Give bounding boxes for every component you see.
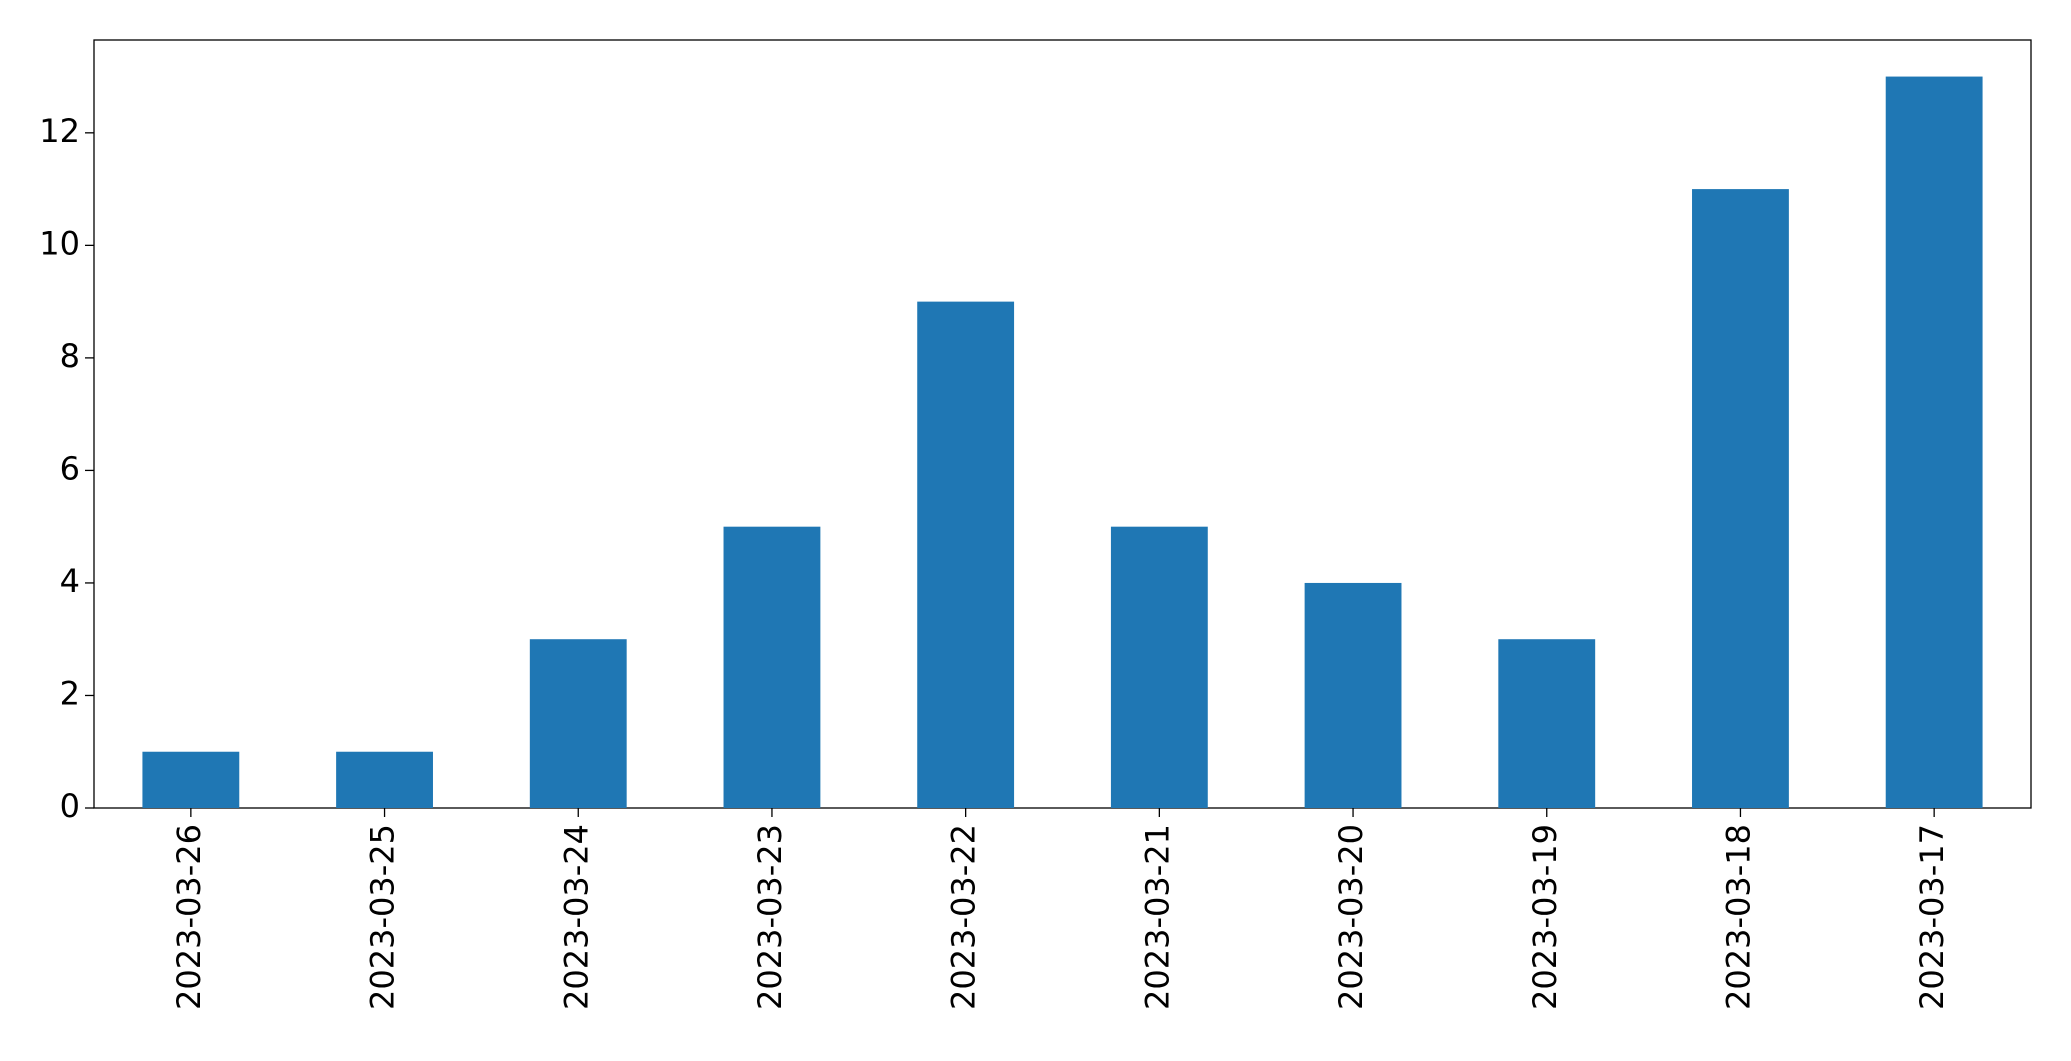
x-tick-label: 2023-03-22	[945, 824, 983, 1010]
bar	[1498, 639, 1596, 808]
y-tick-label: 2	[60, 674, 80, 712]
plot-frame	[93, 39, 2032, 809]
bar	[1885, 76, 1983, 809]
y-tick-label: 10	[39, 224, 80, 262]
y-tick-label: 0	[60, 787, 80, 825]
y-tick-label: 6	[60, 449, 80, 487]
x-tick-label: 2023-03-17	[1913, 824, 1951, 1010]
x-tick-label: 2023-03-25	[364, 824, 402, 1010]
x-tick-label: 2023-03-21	[1138, 824, 1176, 1010]
bar	[723, 526, 821, 808]
y-tick-label: 12	[39, 112, 80, 150]
bar	[917, 301, 1015, 808]
bar	[142, 751, 240, 808]
x-tick-label: 2023-03-20	[1332, 824, 1370, 1010]
y-tick-label: 8	[60, 337, 80, 375]
x-tick-label: 2023-03-24	[557, 824, 595, 1010]
bar	[1692, 189, 1789, 809]
x-tick-label: 2023-03-19	[1526, 824, 1564, 1010]
x-tick-label: 2023-03-26	[170, 824, 208, 1010]
x-tick-label: 2023-03-23	[751, 824, 789, 1010]
bar	[529, 639, 627, 808]
bar	[336, 751, 433, 808]
bar	[1304, 582, 1402, 808]
y-tick-label: 4	[60, 562, 80, 600]
x-tick-label: 2023-03-18	[1719, 824, 1757, 1010]
bar	[1110, 526, 1208, 808]
